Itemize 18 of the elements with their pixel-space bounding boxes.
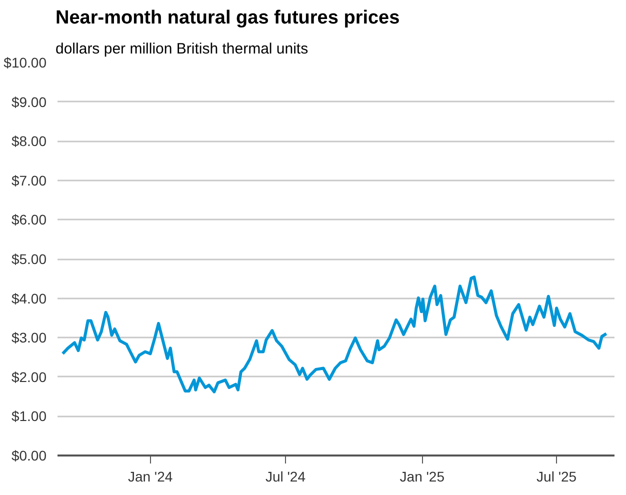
x-tick-label: Jul '25 (536, 468, 577, 484)
y-tick-label: $6.00 (11, 212, 47, 228)
y-tick-label: $4.00 (11, 290, 47, 306)
y-tick-label: $7.00 (11, 172, 47, 188)
y-tick-label: $5.00 (11, 251, 47, 267)
x-tick-label: Jul '24 (265, 468, 306, 484)
chart-title: Near-month natural gas futures prices (56, 8, 400, 28)
y-tick-label: $3.00 (11, 330, 47, 346)
x-tick-label: Jan '25 (400, 468, 445, 484)
y-tick-label: $0.00 (11, 448, 47, 464)
y-tick-label: $2.00 (11, 368, 47, 385)
y-tick-label: $9.00 (11, 94, 47, 110)
line-series (61, 276, 608, 394)
x-tick-label: Jan '24 (128, 468, 173, 484)
y-tick-label: $1.00 (11, 408, 47, 424)
y-tick-label: $8.00 (11, 133, 47, 150)
y-tick-label: $10.00 (4, 54, 47, 70)
chart-subtitle: dollars per million British thermal units (56, 40, 308, 58)
